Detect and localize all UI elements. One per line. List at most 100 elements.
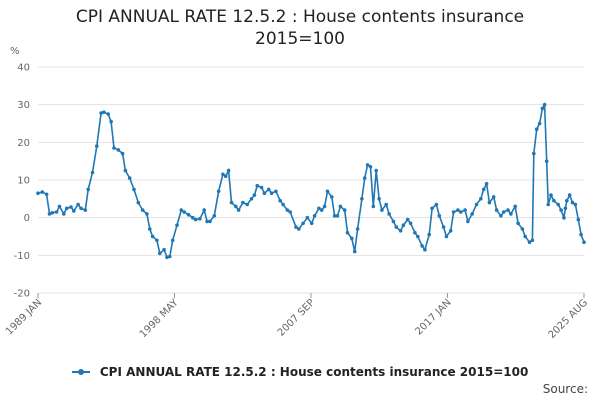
data-point-120 [466,219,470,224]
data-point-137 [527,240,532,244]
data-point-69 [288,210,293,214]
data-point-70 [294,225,298,229]
data-point-86 [350,236,354,241]
data-point-93 [371,204,376,209]
data-point-7 [62,212,66,216]
data-point-47 [208,219,212,224]
data-point-66 [278,198,283,203]
data-point-12 [79,206,83,211]
x-axis-ticks: 1989 JAN 1998 MAY 2007 SEP 2017 JAN 2025 AUG [4,293,590,341]
data-point-45 [202,208,206,212]
data-point-104 [408,221,413,226]
data-point-29 [145,212,149,216]
data-point-141 [537,121,542,126]
y-axis-ticks: 40 30 20 10 0 -10 -20 [14,63,30,300]
data-point-25 [127,176,132,180]
data-point-148 [556,202,560,207]
data-point-102 [401,223,406,227]
data-point-107 [420,244,424,248]
data-point-58 [249,197,254,201]
data-point-79 [325,189,330,194]
data-point-68 [285,208,290,212]
data-point-90 [362,176,367,180]
data-point-20 [109,119,113,124]
data-point-31 [150,234,155,239]
data-point-140 [534,127,539,131]
data-point-72 [301,221,305,226]
data-point-146 [549,193,553,197]
data-point-114 [444,234,449,239]
data-point-76 [317,206,321,211]
data-point-83 [338,204,343,209]
data-point-9 [69,205,73,209]
data-point-40 [182,210,186,214]
data-point-22 [116,148,121,152]
data-point-57 [245,202,249,207]
data-point-39 [179,208,184,212]
data-point-61 [259,185,264,190]
data-point-151 [563,206,568,211]
data-point-34 [162,247,166,252]
data-point-38 [175,223,179,227]
data-point-51 [223,174,228,178]
data-point-48 [212,214,217,218]
data-point-138 [530,238,535,243]
data-point-124 [481,187,486,192]
data-point-54 [234,204,238,209]
source-label: Source: [542,382,588,396]
chart-title: CPI ANNUAL RATE 12.5.2 : House contents … [0,6,600,50]
data-point-18 [102,110,106,114]
data-point-17 [99,111,103,115]
data-point-145 [546,202,550,207]
x-tick-label: 1989 JAN [4,297,44,337]
data-point-42 [191,215,195,220]
data-point-44 [198,217,202,221]
data-point-115 [448,229,453,233]
data-point-139 [532,151,536,156]
data-point-16 [95,144,99,148]
data-point-82 [335,214,340,218]
data-point-5 [54,210,59,214]
y-tick-label: 40 [17,63,30,74]
data-point-87 [352,249,357,254]
data-point-143 [542,102,547,107]
data-point-126 [487,200,492,205]
legend: CPI ANNUAL RATE 12.5.2 : House contents … [0,365,600,379]
data-point-128 [494,208,499,212]
data-point-33 [158,251,162,256]
data-point-84 [342,208,347,212]
data-point-158 [582,240,586,244]
data-point-135 [520,227,525,231]
data-point-155 [573,202,578,207]
data-point-85 [345,230,350,235]
data-point-80 [330,195,334,199]
data-point-136 [523,234,527,239]
data-point-65 [274,189,278,194]
y-tick-label: 0 [24,213,30,224]
data-point-8 [64,206,69,211]
data-point-108 [423,247,427,252]
data-point-14 [86,187,90,192]
data-point-63 [266,187,271,192]
data-point-144 [544,159,549,163]
data-point-43 [193,217,198,222]
legend-label: CPI ANNUAL RATE 12.5.2 : House contents … [99,365,529,379]
data-point-113 [441,225,446,229]
x-tick-label: 2007 SEP [276,297,317,338]
data-point-46 [205,219,209,224]
series-line [37,101,585,259]
data-point-67 [281,202,285,207]
data-point-77 [319,208,324,212]
data-point-6 [57,204,62,209]
data-point-37 [170,238,175,243]
data-point-133 [513,204,517,209]
data-point-96 [380,208,384,212]
data-point-60 [255,183,260,188]
data-point-30 [148,227,152,231]
data-point-15 [90,170,95,175]
data-point-88 [355,227,360,231]
data-point-26 [132,187,136,192]
data-point-101 [398,229,403,233]
data-point-11 [76,202,80,207]
chart-title-line-1: CPI ANNUAL RATE 12.5.2 : House contents … [75,7,525,27]
